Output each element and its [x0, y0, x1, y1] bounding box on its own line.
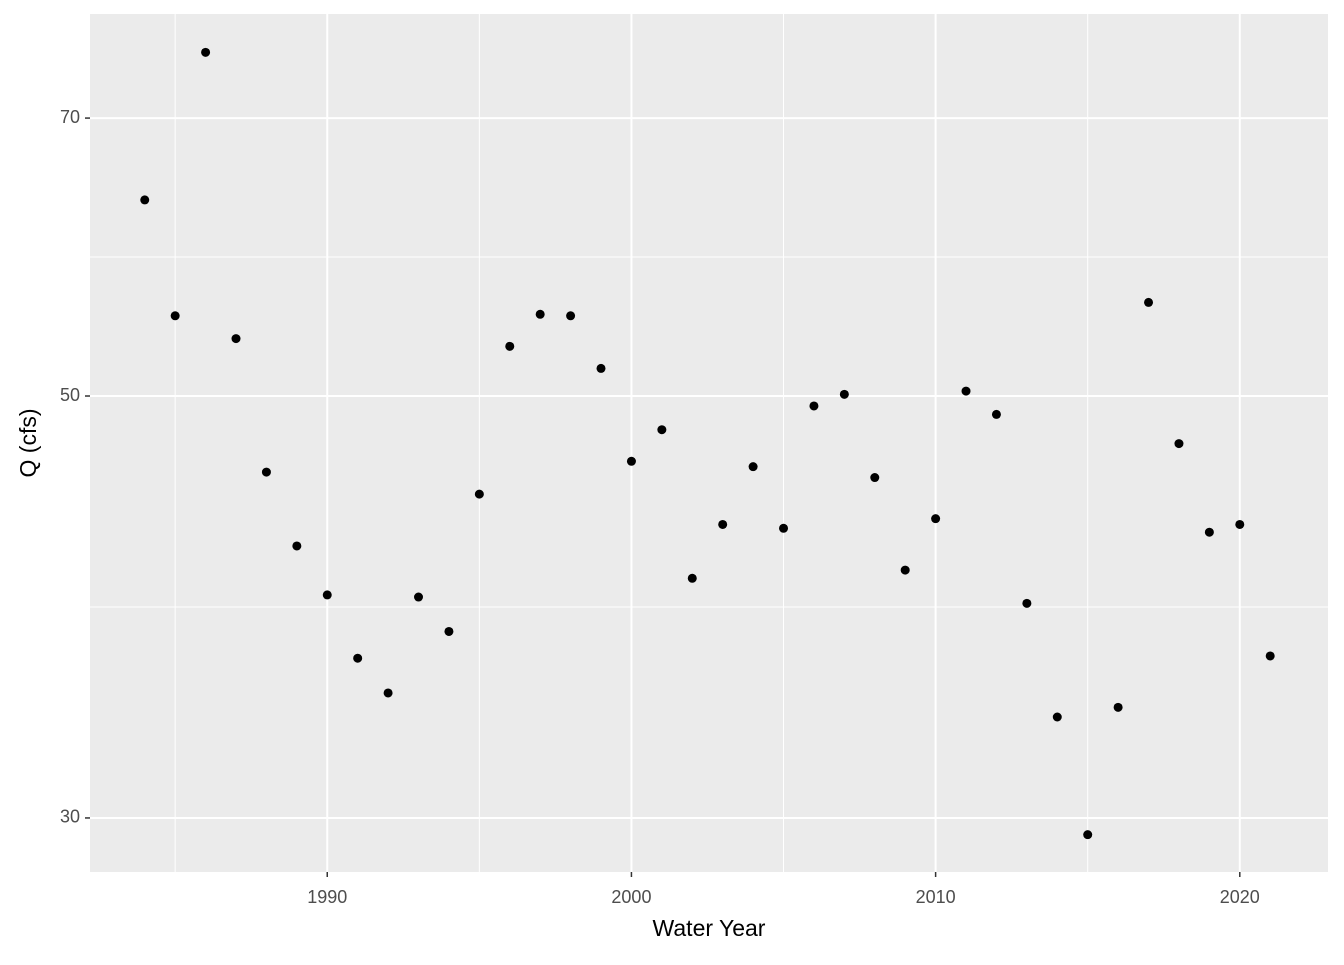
x-tick-label: 2010: [916, 887, 956, 907]
y-tick-label: 30: [60, 807, 80, 827]
point: [353, 653, 363, 663]
point: [1052, 712, 1062, 722]
point: [505, 341, 515, 351]
point: [626, 456, 636, 466]
y-axis-title: Q (cfs): [15, 409, 41, 478]
point: [444, 626, 454, 636]
point: [1083, 830, 1093, 840]
point: [322, 590, 332, 600]
point: [961, 386, 971, 396]
point: [991, 409, 1001, 419]
point: [414, 592, 424, 602]
point: [140, 195, 150, 205]
point: [231, 334, 241, 344]
x-tick-label: 1990: [307, 887, 347, 907]
point: [1235, 519, 1245, 529]
point: [566, 311, 576, 321]
point: [1204, 527, 1214, 537]
point: [535, 309, 545, 319]
point: [596, 363, 606, 373]
point: [383, 688, 393, 698]
point: [170, 311, 180, 321]
point: [900, 565, 910, 575]
point: [870, 473, 880, 483]
point: [779, 523, 789, 533]
y-tick-label: 50: [60, 385, 80, 405]
point: [748, 462, 758, 472]
point: [1022, 598, 1032, 608]
x-tick-label: 2020: [1220, 887, 1260, 907]
point: [687, 573, 697, 583]
y-tick-label: 70: [60, 107, 80, 127]
point: [839, 389, 849, 399]
point: [292, 541, 302, 551]
point: [1144, 297, 1154, 307]
point: [1265, 651, 1275, 661]
x-tick-label: 2000: [611, 887, 651, 907]
x-axis-title: Water Year: [653, 915, 766, 941]
point: [261, 467, 271, 477]
point: [809, 401, 819, 411]
point: [1174, 439, 1184, 449]
point: [474, 489, 484, 499]
point: [657, 425, 667, 435]
point: [718, 519, 728, 529]
point: [201, 47, 211, 57]
point: [931, 514, 941, 524]
panel: [90, 14, 1328, 872]
point: [1113, 702, 1123, 712]
